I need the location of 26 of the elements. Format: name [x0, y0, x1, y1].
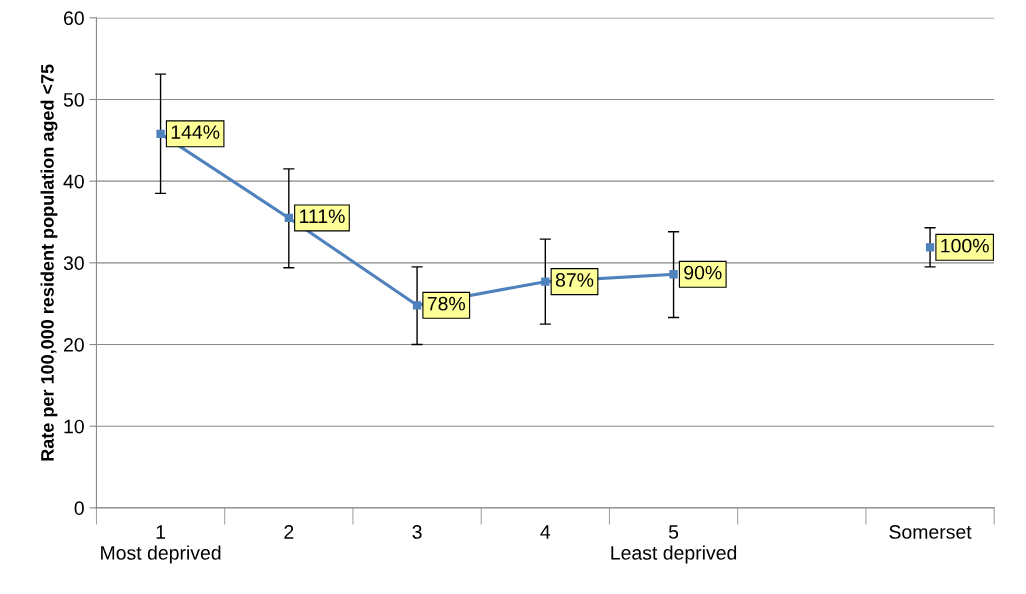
point	[156, 129, 165, 138]
x-tick-label: 1 Most deprived	[101, 525, 221, 564]
annotation: 111%	[300, 209, 345, 224]
point	[925, 243, 935, 252]
annotation: 144%	[171, 125, 220, 139]
annotation: 87%	[555, 273, 594, 287]
point	[541, 277, 550, 286]
x-tick-label: 3	[412, 525, 422, 539]
x-tick-label: Somerset	[889, 525, 972, 539]
annotation: 90%	[684, 265, 722, 280]
y-tick-label: 50	[63, 92, 84, 107]
y-tick-label: 10	[64, 419, 84, 434]
point	[284, 213, 293, 223]
point	[412, 301, 422, 310]
y-tick-label: 60	[64, 11, 84, 26]
y-axis-title: Rate per 100,000 resident population aged <75	[40, 64, 58, 461]
x-tick-label: 4	[540, 525, 551, 539]
x-tick-label: 5 Least deprived	[611, 525, 737, 564]
y-tick-label: 40	[63, 174, 84, 189]
point	[669, 270, 678, 279]
annotation: 100%	[941, 238, 989, 253]
y-tick-label: 0	[74, 501, 84, 516]
x-tick-label: 2	[284, 525, 294, 539]
y-tick-label: 20	[63, 337, 84, 352]
annotation: 78%	[427, 296, 466, 311]
y-tick-label: 30	[63, 256, 84, 271]
